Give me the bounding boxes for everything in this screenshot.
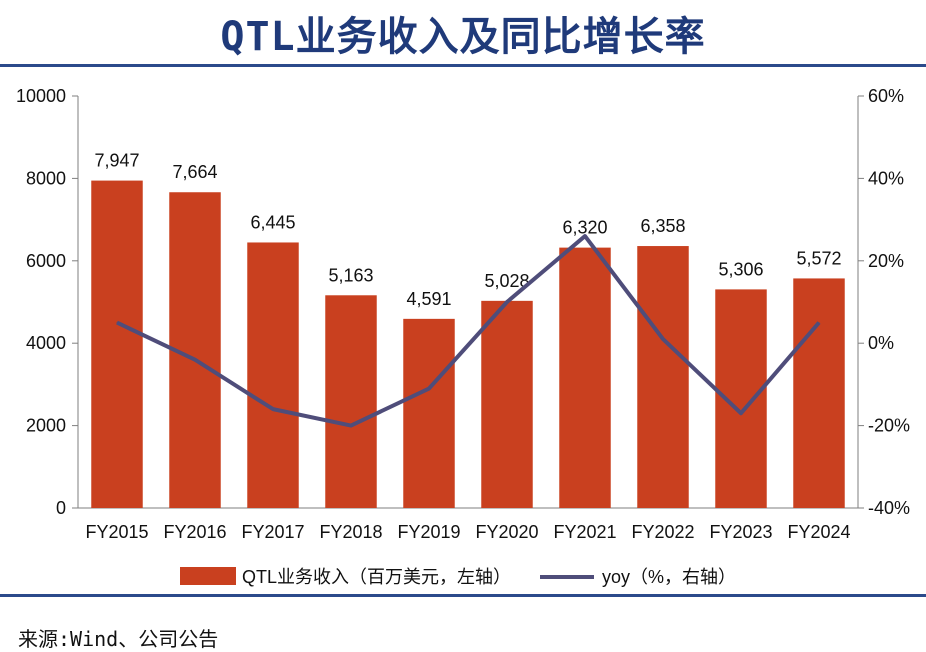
yoy-line <box>116 234 821 428</box>
bar-value-label: 5,163 <box>328 265 373 285</box>
legend-bar-label: QTL业务收入（百万美元，左轴） <box>242 567 511 587</box>
bar-value-label: 6,445 <box>250 212 295 232</box>
right-tick-label: -40% <box>868 498 910 518</box>
left-tick-label: 8000 <box>26 168 66 188</box>
chart-title: QTL业务收入及同比增长率 <box>220 14 706 60</box>
x-tick-label: FY2018 <box>319 522 382 542</box>
x-tick-label: FY2023 <box>709 522 772 542</box>
x-tick-label: FY2021 <box>553 522 616 542</box>
top-rule <box>0 64 926 67</box>
yoy-point <box>818 322 820 324</box>
right-tick-label: -20% <box>868 416 910 436</box>
bar-value-label: 5,572 <box>796 248 841 268</box>
right-tick-label: 20% <box>868 251 904 271</box>
bar-FY2022 <box>637 246 689 508</box>
bar-value-label: 4,591 <box>406 289 451 309</box>
right-tick-label: 60% <box>868 86 904 106</box>
bar-FY2017 <box>247 242 299 508</box>
yoy-point <box>506 301 508 303</box>
yoy-point <box>116 322 118 324</box>
combo-chart: 0 2000 4000 6000 8000 10000 -40% -20% 0% 20% 40% 60… <box>16 86 910 587</box>
bar-FY2018 <box>325 295 377 508</box>
yoy-point <box>350 425 352 427</box>
left-tick-label: 2000 <box>26 416 66 436</box>
yoy-point <box>428 388 430 390</box>
x-tick-label: FY2017 <box>241 522 304 542</box>
x-tick-label: FY2022 <box>631 522 694 542</box>
left-tick-label: 4000 <box>26 333 66 353</box>
right-tick-label: 0% <box>868 333 894 353</box>
x-tick-label: FY2024 <box>787 522 850 542</box>
bar-value-label: 6,320 <box>562 218 607 238</box>
x-tick-label: FY2015 <box>85 522 148 542</box>
bar-FY2015 <box>91 180 143 508</box>
yoy-point <box>662 338 664 340</box>
bar-value-label: 7,664 <box>172 162 217 182</box>
legend-bar-swatch <box>180 567 236 585</box>
bar-value-label: 7,947 <box>94 151 139 171</box>
bar-FY2024 <box>793 278 845 508</box>
bar-value-label: 5,028 <box>484 271 529 291</box>
bar-FY2020 <box>481 300 533 508</box>
left-tick-label: 10000 <box>16 86 66 106</box>
bar-value-label: 5,306 <box>718 259 763 279</box>
yoy-point <box>272 408 274 410</box>
x-tick-label: FY2016 <box>163 522 226 542</box>
bottom-rule <box>0 594 926 597</box>
bar-value-label: 6,358 <box>640 216 685 236</box>
x-tick-label: FY2019 <box>397 522 460 542</box>
x-tick-label: FY2020 <box>475 522 538 542</box>
legend-line-label: yoy（%，右轴） <box>602 567 736 587</box>
left-tick-label: 0 <box>56 498 66 518</box>
yoy-point <box>740 412 742 414</box>
yoy-point <box>194 359 196 361</box>
left-tick-label: 6000 <box>26 251 66 271</box>
source-note: 来源:Wind、公司公告 <box>18 627 219 651</box>
yoy-point <box>584 235 586 237</box>
bar-FY2021 <box>559 247 611 508</box>
bar-FY2019 <box>403 318 455 508</box>
right-tick-label: 40% <box>868 168 904 188</box>
